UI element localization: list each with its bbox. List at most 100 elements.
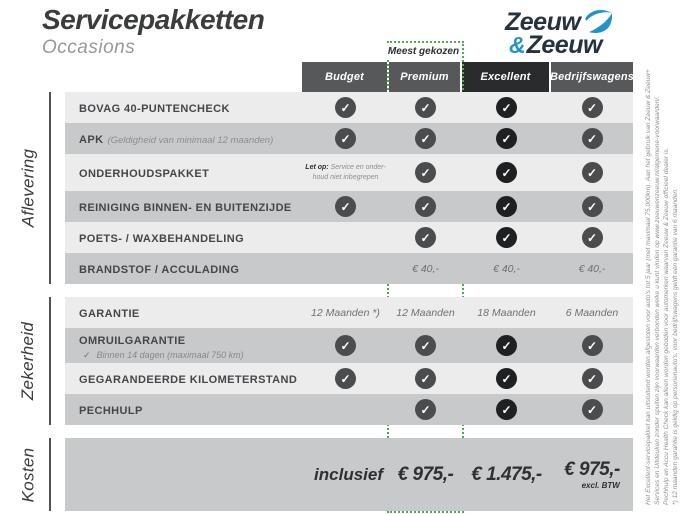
value-cell: € 40,- <box>462 253 551 284</box>
value-cell: € 40,- <box>551 253 633 284</box>
section-label-text: Zekerheid <box>18 321 38 401</box>
value-cell: ✓ <box>551 363 633 394</box>
check-glyph: ✓ <box>586 100 598 115</box>
title-block: Servicepakketten Occasions <box>42 4 265 59</box>
cell-note: Let op: Service en onder-houd niet inbeg… <box>305 164 386 181</box>
check-icon: ✓ <box>581 196 603 217</box>
value-cell: ✓ <box>302 123 389 154</box>
row-label: ONDERHOUDSPAKKET <box>79 167 210 180</box>
zeeuw-zeeuw-logo: Zeeuw & Zeeuw <box>505 8 615 58</box>
value-cell: ✓ <box>389 191 462 222</box>
column-header-bedrijfswagens: Bedrijfswagens <box>550 62 634 92</box>
value-cell: ✓ <box>389 222 462 253</box>
check-icon: ✓ <box>415 196 436 217</box>
check-glyph: ✓ <box>501 199 512 214</box>
row-label-cell: BRANDSTOF / ACCULADING <box>65 260 302 278</box>
column-header-excellent: Excellent <box>462 62 549 92</box>
check-icon: ✓ <box>581 162 603 183</box>
check-icon: ✓ <box>415 335 436 356</box>
check-glyph: ✓ <box>420 131 431 146</box>
price-value: € 975,- <box>564 459 620 480</box>
value-cell: inclusief <box>302 438 389 511</box>
check-icon: ✓ <box>496 162 517 183</box>
check-icon: ✓ <box>496 227 517 248</box>
cell-note-bold: Let op: <box>305 164 329 172</box>
value-cell: ✓ <box>551 394 633 425</box>
fine-print-line: Services en Uitdeuken zonder spuiten zij… <box>654 95 661 505</box>
logo-line-1: Zeeuw <box>505 8 615 36</box>
check-icon: ✓ <box>415 368 436 389</box>
check-glyph: ✓ <box>340 371 351 386</box>
value-cell: ✓ <box>462 154 551 191</box>
row-label-cell: PECHHULP <box>65 401 302 419</box>
check-glyph: ✓ <box>340 199 351 214</box>
check-glyph: ✓ <box>501 402 512 417</box>
value-cell: 18 Maanden <box>462 297 551 328</box>
value-cell: ✓ <box>462 328 551 363</box>
value-cell: ✓ <box>389 123 462 154</box>
cell-value: € 40,- <box>578 262 606 275</box>
check-glyph: ✓ <box>420 338 431 353</box>
check-glyph: ✓ <box>501 371 512 386</box>
row-sublabel: ✓ Binnen 14 dagen (maximaal 750 km) <box>83 349 244 360</box>
value-cell: ✓ <box>389 154 462 191</box>
value-cell <box>302 253 389 284</box>
check-icon: ✓ <box>415 97 436 118</box>
check-glyph: ✓ <box>420 199 431 214</box>
table-row: BRANDSTOF / ACCULADING € 40,- € 40,- € 40,- <box>65 253 633 284</box>
check-glyph: ✓ <box>586 199 598 214</box>
value-cell: ✓ <box>302 92 389 123</box>
row-label: GARANTIE <box>79 307 140 320</box>
table-row: inclusief € 975,- € 1.475,- € 975,- excl. BT… <box>65 438 633 511</box>
cell-value: 12 Maanden *) <box>311 306 380 319</box>
meest-gekozen-badge: Meest gekozen <box>387 43 460 60</box>
check-icon: ✓ <box>415 227 436 248</box>
row-label: PECHHULP <box>79 404 143 417</box>
check-icon: ✓ <box>496 97 517 118</box>
value-cell: ✓ <box>389 363 462 394</box>
value-cell: ✓ <box>551 154 633 191</box>
check-icon: ✓ <box>415 162 436 183</box>
value-cell: ✓ <box>389 328 462 363</box>
value-cell: 12 Maanden <box>389 297 462 328</box>
row-label-cell: OMRUILGARANTIE ✓ Binnen 14 dagen (maximaal… <box>65 331 302 361</box>
value-cell: ✓ <box>551 123 633 154</box>
value-cell: ✓ <box>389 394 462 425</box>
check-icon: ✓ <box>581 399 603 420</box>
section-label-text: Aflevering <box>18 148 38 228</box>
page-title: Servicepakketten <box>42 4 265 35</box>
column-header-row: Budget Premium Excellent Bedrijfswagens <box>302 62 634 92</box>
logo-word-top: Zeeuw <box>505 7 581 36</box>
section-kosten: Kosten inclusief € 975,- € 1.475,- € 975,- ex… <box>18 438 633 511</box>
section-zekerheid: Zekerheid GARANTIE 12 Maanden *) 12 Maanden… <box>18 297 633 425</box>
check-glyph: ✓ <box>586 371 598 386</box>
zeeuw-z-swoosh-icon <box>585 10 613 34</box>
logo-word-bottom: Zeeuw <box>526 31 603 59</box>
check-glyph: ✓ <box>420 165 431 180</box>
section-bracket-line <box>49 438 51 511</box>
value-cell: € 1.475,- <box>462 438 551 511</box>
section-bracket-line <box>49 92 51 284</box>
column-header-budget: Budget <box>302 62 387 92</box>
row-sublabel: (Geldigheid van minimaal 12 maanden) <box>107 134 274 146</box>
section-label-text: Kosten <box>18 447 38 502</box>
row-label-cell: REINIGING BINNEN- EN BUITENZIJDE <box>65 198 302 216</box>
check-icon: ✓ <box>496 128 517 149</box>
check-icon: ✓ <box>581 227 603 248</box>
value-cell: € 40,- <box>389 253 462 284</box>
row-label-cell: POETS- / WAXBEHANDELING <box>65 229 302 247</box>
value-cell <box>302 222 389 253</box>
cell-value: € 40,- <box>412 262 439 275</box>
section-label: Aflevering <box>7 92 49 284</box>
table-row: OMRUILGARANTIE ✓ Binnen 14 dagen (maximaal… <box>65 328 633 363</box>
value-cell: ✓ <box>462 222 551 253</box>
check-glyph: ✓ <box>586 131 598 146</box>
row-label: POETS- / WAXBEHANDELING <box>79 232 245 245</box>
row-label-cell: BOVAG 40-PUNTENCHECK <box>65 99 302 117</box>
table-row: PECHHULP ✓ ✓ ✓ <box>65 394 633 425</box>
value-cell: ✓ <box>302 363 389 394</box>
check-icon: ✓ <box>335 368 356 389</box>
check-glyph: ✓ <box>501 165 512 180</box>
cell-value: 18 Maanden <box>477 306 536 319</box>
